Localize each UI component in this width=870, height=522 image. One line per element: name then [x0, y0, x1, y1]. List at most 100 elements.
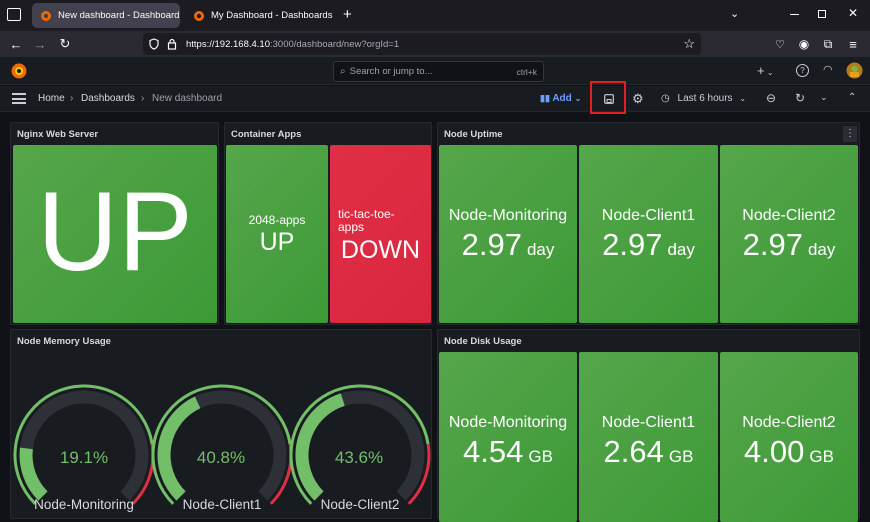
time-picker-button[interactable]: ◷ Last 6 hours ⌄ — [661, 93, 746, 104]
panel-node-disk-usage[interactable]: Node Disk Usage Node-Monitoring 4.54 GB N… — [437, 329, 860, 522]
chevron-down-icon: ⌄ — [764, 68, 774, 77]
restore-icon[interactable] — [818, 10, 826, 18]
stat-value-wrap: 2.97 day — [439, 227, 577, 263]
breadcrumb-home[interactable]: Home — [38, 93, 65, 104]
stat-name: Node-Client1 — [601, 414, 696, 431]
gauge-value-label: 43.6% — [334, 448, 384, 467]
new-menu-button[interactable]: + ⌄ — [757, 63, 774, 78]
extensions-icon[interactable]: ⧉ — [823, 36, 833, 51]
panel-title: Node Uptime — [444, 129, 503, 140]
stat-value: 4.54 — [463, 434, 524, 469]
stat-value: 2.97 — [742, 227, 803, 262]
stat-unit: GB — [528, 447, 553, 466]
stat-tile: Node-Client2 2.97 day — [720, 145, 858, 323]
gauge-threshold-ok — [13, 384, 154, 505]
gauge-chart — [13, 384, 431, 505]
stat-name: Node-Client2 — [742, 414, 836, 431]
collapse-chevron-up-icon[interactable]: ⌃ — [848, 92, 857, 103]
panel-title: Container Apps — [231, 129, 302, 140]
stat-value-wrap: 2.97 day — [579, 227, 718, 263]
stat-name: Node-Client1 — [601, 207, 696, 224]
stat-value-wrap: 2.97 day — [720, 227, 858, 263]
gauge-value-label: 40.8% — [196, 448, 246, 467]
grafana-favicon-icon — [41, 10, 51, 21]
stat-unit: day — [526, 240, 555, 259]
rss-news-icon[interactable]: ◠ — [823, 64, 833, 76]
stat-tile: Node-Monitoring 2.97 day — [439, 145, 577, 323]
gauge-value-arc — [295, 393, 345, 501]
breadcrumb-current: New dashboard — [152, 93, 223, 104]
gauge-name: Node-Client2 — [320, 497, 400, 512]
gauge-value-label: 19.1% — [59, 448, 109, 467]
stat-value: 4.00 — [744, 434, 805, 469]
shield-icon — [149, 38, 159, 50]
reload-icon[interactable]: ↻ — [59, 36, 71, 51]
gauge-name: Node-Client1 — [182, 497, 262, 512]
search-input[interactable]: ⌕ Search or jump to... ctrl+k — [333, 61, 544, 82]
tab-title: New dashboard - Dashboards — [58, 10, 180, 21]
user-avatar-icon[interactable] — [846, 62, 863, 79]
url-bar[interactable]: https://192.168.4.10:3000/dashboard/new?… — [143, 33, 701, 55]
grafana-logo-icon[interactable] — [10, 62, 28, 80]
stat-value-wrap: 4.00 GB — [720, 434, 858, 470]
close-window-icon[interactable]: ✕ — [848, 6, 859, 20]
stat-name: 2048-apps — [248, 213, 306, 227]
stat-tile: Node-Client1 2.97 day — [579, 145, 718, 323]
gauge-track — [19, 390, 149, 501]
minimize-icon[interactable] — [790, 14, 799, 15]
settings-gear-icon[interactable]: ⚙ — [632, 91, 644, 106]
stat-name: tic-tac-toe-apps — [338, 207, 395, 234]
save-icon — [604, 94, 614, 104]
breadcrumb-separator-icon: › — [141, 93, 145, 104]
new-tab-icon[interactable]: + — [343, 6, 352, 23]
stat-name: Node-Monitoring — [448, 414, 568, 431]
stat-unit: GB — [668, 447, 694, 466]
breadcrumb-dashboards[interactable]: Dashboards — [81, 93, 135, 104]
dashboard-toolbar: Home › Dashboards › New dashboard ▮▮ Add… — [0, 81, 870, 114]
lock-icon — [167, 38, 177, 50]
back-icon[interactable]: ← — [9, 36, 23, 52]
stat-tile: Node-Monitoring 4.54 GB — [439, 352, 577, 522]
url-path: :3000/dashboard/new?orgId=1 — [269, 38, 400, 50]
gauge-threshold-critical — [407, 443, 431, 505]
pocket-icon[interactable]: ♡ — [775, 38, 785, 51]
refresh-interval-chevron-icon[interactable]: ⌄ — [820, 92, 828, 102]
shortcut-hint: ctrl+k — [516, 66, 537, 77]
help-icon[interactable]: ? — [796, 64, 809, 77]
panel-container-apps[interactable]: Container Apps 2048-apps UP tic-tac-toe-… — [224, 122, 432, 325]
refresh-icon[interactable]: ↻ — [795, 91, 806, 105]
browser-tab-my-dashboard[interactable]: My Dashboard - Dashboards - G — [185, 3, 335, 28]
stat-value: UP — [259, 228, 295, 256]
zoom-out-icon[interactable]: ⊖ — [766, 91, 777, 105]
panel-title: Node Disk Usage — [444, 336, 522, 347]
tab-title: My Dashboard - Dashboards - G — [211, 10, 335, 21]
panel-node-memory-usage[interactable]: Node Memory Usage 19.1% 40.8% 43.6% Node… — [10, 329, 432, 519]
bookmark-star-icon[interactable]: ☆ — [683, 36, 695, 51]
stat-tile: Node-Client2 4.00 GB — [720, 352, 858, 522]
gauge-value-arc — [19, 447, 48, 501]
panel-menu-icon[interactable]: ⋮ — [843, 126, 857, 142]
search-placeholder: Search or jump to... — [349, 66, 433, 77]
add-button[interactable]: ▮▮ Add ⌄ — [540, 93, 581, 104]
menu-icon[interactable]: ≡ — [849, 36, 857, 52]
grafana-favicon-icon — [194, 10, 204, 21]
tab-overview-icon[interactable] — [7, 8, 21, 21]
panel-nginx-web-server[interactable]: Nginx Web Server UP — [10, 122, 219, 325]
stat-unit: day — [807, 240, 836, 259]
save-dashboard-button[interactable] — [590, 81, 626, 114]
panel-node-uptime[interactable]: Node Uptime ⋮ Node-Monitoring 2.97 day No… — [437, 122, 860, 325]
stat-tile: 2048-apps UP — [226, 145, 328, 323]
account-icon[interactable]: ◉ — [798, 37, 810, 51]
tab-list-chevron-icon[interactable]: ⌄ — [730, 8, 740, 20]
browser-tab-new-dashboard[interactable]: New dashboard - Dashboards ✕ — [32, 3, 180, 28]
stat-value-wrap: 2.64 GB — [579, 434, 718, 470]
forward-icon[interactable]: → — [33, 36, 47, 52]
add-panel-icon: ▮▮ — [540, 93, 550, 103]
panel-title: Nginx Web Server — [17, 129, 99, 140]
time-range-label: Last 6 hours — [677, 93, 733, 104]
stat-value: UP — [37, 169, 193, 294]
gauge-value-arc — [157, 396, 201, 501]
gauge-threshold-ok — [289, 384, 430, 505]
stat-value-wrap: 4.54 GB — [439, 434, 577, 470]
hamburger-menu-icon[interactable] — [12, 93, 26, 104]
